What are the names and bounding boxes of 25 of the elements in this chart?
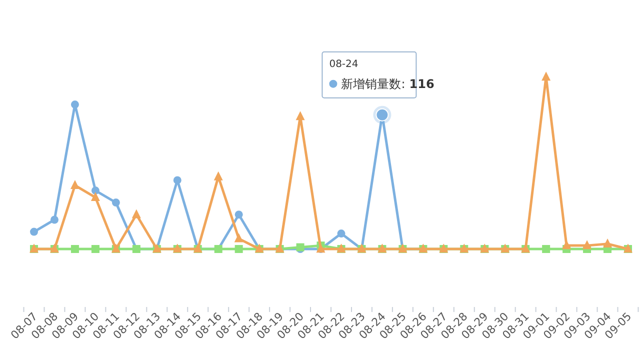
annotation: 116 (409, 76, 434, 91)
point (582, 240, 592, 250)
point (30, 228, 38, 236)
point (91, 245, 100, 253)
point (70, 245, 79, 253)
point (542, 72, 551, 81)
point (132, 209, 141, 218)
point (173, 176, 182, 184)
point (91, 186, 100, 195)
legend-label: 新增销量数: (341, 76, 406, 91)
point (562, 240, 572, 250)
point (234, 233, 244, 242)
point (603, 238, 612, 248)
point (542, 245, 550, 253)
point (234, 210, 243, 219)
point (50, 216, 58, 224)
point (337, 230, 346, 238)
point (112, 198, 120, 207)
point (70, 180, 80, 189)
point (90, 192, 100, 201)
point (296, 111, 305, 120)
point (214, 171, 223, 180)
point (234, 245, 243, 253)
category-label: 08-24 (329, 58, 358, 70)
point (70, 100, 79, 109)
